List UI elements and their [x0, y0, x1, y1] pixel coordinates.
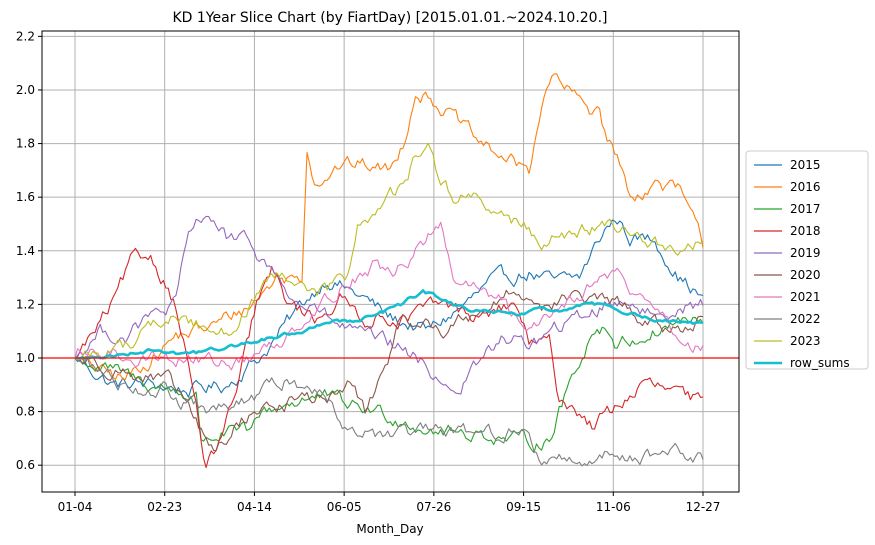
legend-box	[745, 150, 869, 370]
series-line-row-sums	[75, 289, 704, 361]
y-tick-label: 1.8	[16, 137, 35, 151]
legend-label: 2018	[790, 224, 821, 238]
legend-label: 2020	[790, 268, 821, 282]
x-tick-label: 11-06	[596, 500, 631, 514]
x-tick-label: 02-23	[147, 500, 182, 514]
y-tick-label: 1.2	[16, 297, 35, 311]
legend-label: 2019	[790, 246, 821, 260]
legend-label: 2023	[790, 334, 821, 348]
series-line-2019	[74, 215, 704, 395]
y-tick-label: 0.8	[16, 405, 35, 419]
x-tick-label: 01-04	[58, 500, 93, 514]
series-lines	[74, 73, 704, 469]
legend: 2015 2016 2017 2018 2019 2020 2021 2022 2023 row_…	[745, 150, 869, 370]
plot-frame	[41, 30, 740, 493]
y-tick-label: 2.2	[16, 29, 35, 43]
y-tick-label: 0.6	[16, 458, 35, 472]
x-tick-label: 04-14	[237, 500, 272, 514]
series-line-2021	[74, 221, 704, 371]
legend-label: 2016	[790, 180, 821, 194]
x-tick-label: 07-26	[416, 500, 451, 514]
legend-label: 2017	[790, 202, 821, 216]
x-tick-label: 06-05	[327, 500, 362, 514]
legend-label: 2022	[790, 312, 821, 326]
y-tick-label: 1.4	[16, 244, 35, 258]
series-line-2016	[74, 73, 704, 381]
y-tick-label: 1.6	[16, 190, 35, 204]
series-line-2022	[74, 357, 704, 467]
x-tick-label: 12-27	[686, 500, 721, 514]
y-tick-label: 2.0	[16, 83, 35, 97]
legend-label: 2015	[790, 158, 821, 172]
x-axis-label: Month_Day	[356, 522, 423, 536]
series-line-2017	[74, 316, 704, 454]
x-tick-label: 09-15	[506, 500, 541, 514]
legend-label: 2021	[790, 290, 821, 304]
y-tick-label: 1.0	[16, 351, 35, 365]
series-line-2018	[74, 247, 704, 469]
chart-title: KD 1Year Slice Chart (by FiartDay) [2015…	[172, 10, 607, 26]
series-line-2015	[74, 219, 704, 398]
grid	[42, 31, 739, 492]
series-line-2023	[74, 142, 704, 361]
axis-ticks: 0.6 0.8 1.0 1.2 1.4 1.6 1.8 2.0 2.2 01-04 02-23 04-…	[16, 29, 721, 514]
legend-label: row_sums	[790, 356, 850, 370]
